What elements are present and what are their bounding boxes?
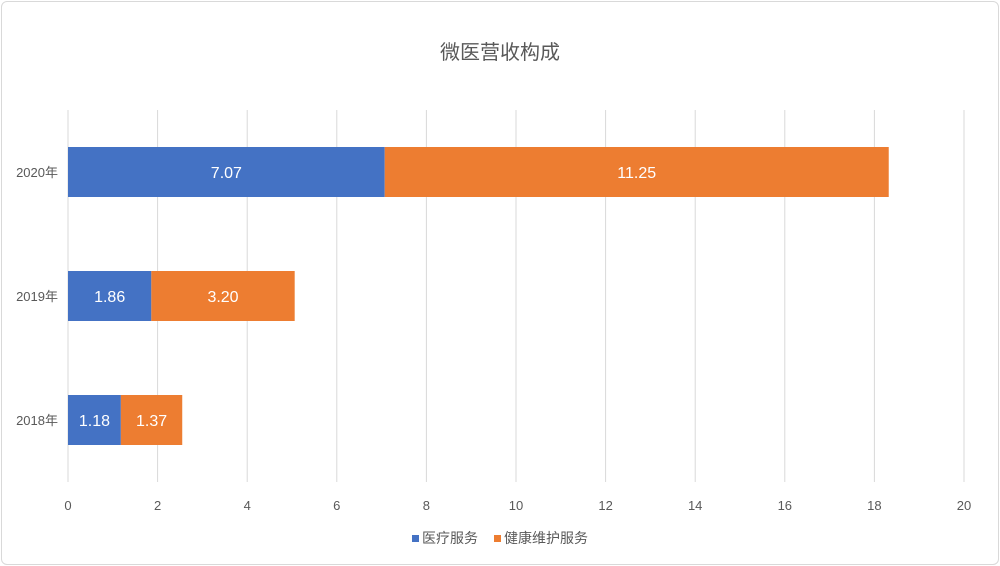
x-tick-label: 14 (688, 498, 702, 513)
data-label: 1.86 (94, 289, 125, 306)
chart-title: 微医营收构成 (440, 40, 560, 64)
data-label: 7.07 (211, 165, 242, 182)
x-tick-label: 16 (778, 498, 792, 513)
y-tick-label: 2019年 (16, 289, 58, 304)
legend-swatch (494, 534, 501, 542)
x-tick-label: 12 (598, 498, 612, 513)
bar-segment (68, 271, 152, 321)
bar-segment (151, 271, 295, 321)
x-tick-label: 8 (423, 498, 430, 513)
data-label: 1.37 (136, 413, 167, 430)
x-tick-label: 10 (509, 498, 523, 513)
legend-item: 医疗服务 (412, 528, 478, 548)
data-label: 11.25 (617, 165, 656, 182)
bar-segment (68, 147, 385, 197)
x-tick-label: 20 (957, 498, 971, 513)
bar-segment (120, 395, 183, 445)
x-tick-label: 18 (867, 498, 881, 513)
legend-swatch (412, 534, 419, 542)
y-tick-label: 2018年 (16, 413, 58, 428)
bar-segment (68, 395, 121, 445)
legend-label: 医疗服务 (422, 531, 478, 547)
x-tick-label: 6 (333, 498, 340, 513)
data-label: 1.18 (79, 413, 110, 430)
legend-item: 健康维护服务 (494, 528, 588, 548)
y-tick-label: 2020年 (16, 165, 58, 180)
x-tick-label: 4 (244, 498, 251, 513)
legend: 医疗服务 健康维护服务 (0, 528, 1000, 548)
legend-label: 健康维护服务 (504, 531, 588, 547)
x-tick-label: 2 (154, 498, 161, 513)
bar-segment (384, 147, 889, 197)
x-tick-label: 0 (64, 498, 71, 513)
data-label: 3.20 (207, 289, 238, 306)
